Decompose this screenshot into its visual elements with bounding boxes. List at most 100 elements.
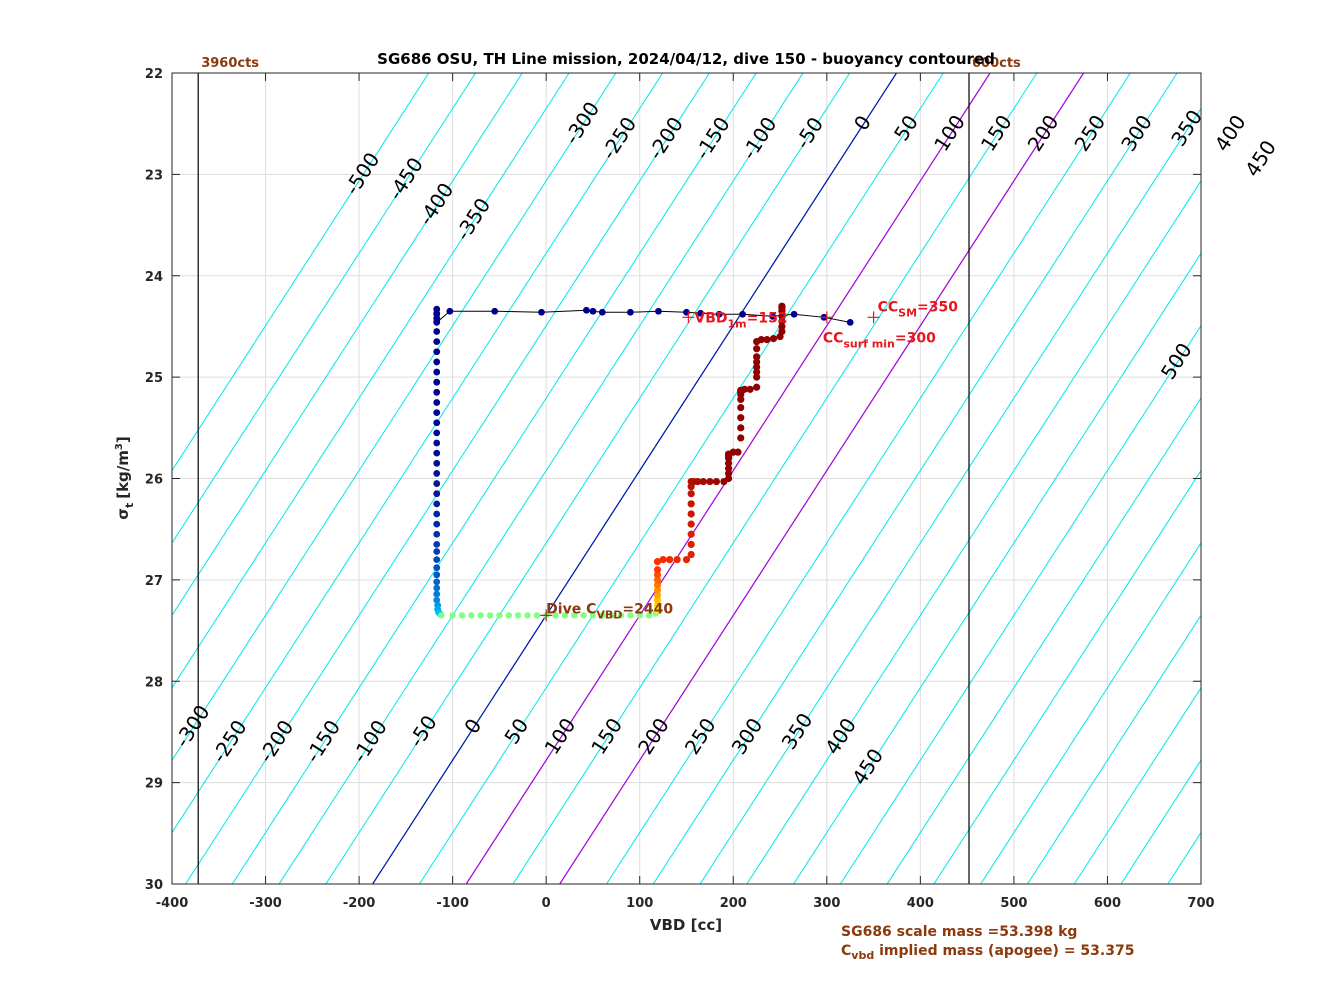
dive-point: [433, 571, 441, 579]
contour-line: [325, 73, 851, 884]
climb-point: [737, 395, 745, 404]
climb-point: [666, 556, 674, 564]
dive-point: [433, 348, 441, 356]
climb-point: [653, 591, 662, 599]
x-tick-label: -400: [156, 896, 189, 911]
surface-point: [769, 312, 776, 320]
contour-line: [980, 542, 1201, 884]
climb-point: [653, 586, 662, 594]
climb-point: [653, 576, 662, 584]
marker-label-main: Dive C: [546, 601, 596, 617]
x-tick-label: 700: [1187, 896, 1214, 911]
bottom-point: [449, 612, 456, 619]
climb-point: [753, 368, 761, 376]
contour-label: -500: [340, 148, 385, 199]
climb-point: [757, 336, 765, 344]
contour-label: 400: [820, 714, 861, 759]
dive-point: [433, 596, 441, 604]
dive-point: [433, 530, 441, 538]
climb-point: [653, 558, 662, 566]
climb-point: [778, 302, 786, 310]
contour-line: [699, 107, 1201, 884]
marker-label-main: CC: [823, 330, 844, 346]
bottom-point: [524, 612, 531, 619]
climb-point: [724, 459, 733, 467]
x-tick-label: 300: [813, 896, 840, 911]
y-tick-label: 29: [145, 777, 163, 792]
implied-mass-suffix: implied mass (apogee) = 53.375: [874, 943, 1134, 959]
bottom-point: [589, 612, 597, 619]
marker-label-main: CC: [878, 299, 899, 315]
contour-label: -250: [207, 716, 252, 767]
contour-line: [185, 73, 710, 884]
bottom-point: [636, 612, 643, 619]
climb-point: [753, 373, 761, 381]
contour-label: -450: [383, 153, 428, 204]
axis-ticks: -400 -300 -200 -100 0 100 200 300 400 500 600 70022…: [145, 67, 1215, 911]
marker-label: CCsurf min=300: [823, 330, 936, 350]
x-tick-label: -200: [343, 896, 376, 911]
contour-line: [512, 73, 1038, 884]
climb-point: [687, 540, 695, 548]
climb-point: [724, 474, 733, 483]
bottom-point: [505, 612, 512, 619]
contour-label: -400: [414, 178, 459, 229]
contour-line: [746, 179, 1201, 884]
y-tick-label: 27: [145, 574, 163, 589]
y-tick-label: 26: [145, 473, 163, 488]
climb-point: [753, 363, 761, 371]
chart-title: SG686 OSU, TH Line mission, 2024/04/12, …: [377, 50, 995, 68]
y-label-sub: t: [123, 503, 136, 508]
marker-label-value: =152: [747, 310, 788, 326]
marker-label: VBD1m=152: [694, 310, 787, 330]
surface-point: [538, 308, 545, 316]
x-tick-label: 600: [1094, 896, 1121, 911]
climb-point: [687, 520, 695, 528]
climb-point: [694, 477, 702, 486]
x-tick-label: 400: [907, 896, 934, 911]
bottom-point: [438, 612, 445, 619]
x-tick-label: 200: [720, 896, 747, 911]
climb-point: [753, 353, 761, 361]
dive-point: [433, 358, 441, 366]
vbd-limit-label: 3960cts: [201, 56, 259, 71]
dive-point: [433, 540, 441, 548]
contour-label: -300: [559, 97, 604, 148]
contour-labels: -500-450-400-350-300-250 -200 -150 -100 -50 0…: [170, 97, 1281, 789]
dive-point: [433, 500, 441, 508]
dive-point: [433, 429, 441, 437]
bottom-point: [514, 612, 522, 619]
contour-label: 0: [849, 111, 876, 135]
surface-point: [790, 310, 798, 318]
dive-point: [433, 556, 441, 563]
contour-line: [1215, 73, 1328, 884]
contour-label: 400: [1210, 110, 1251, 155]
surface-point: [589, 307, 597, 315]
dive-point: [433, 419, 441, 427]
dive-point: [433, 548, 441, 555]
contour-label: 200: [633, 714, 674, 759]
contour-label: -50: [404, 711, 442, 751]
contour-label: -150: [300, 716, 345, 767]
y-axis-label: σt [kg/m3]: [114, 436, 136, 519]
climb-point: [687, 510, 695, 518]
y-label-sigma: σ: [114, 508, 132, 520]
surface-point: [491, 307, 499, 315]
dive-point: [433, 310, 441, 318]
climb-point: [778, 317, 786, 325]
contour-label: -250: [596, 113, 641, 164]
contour-line: [419, 73, 944, 884]
data-series: [433, 302, 854, 619]
climb-point: [778, 322, 786, 331]
climb-point: [778, 312, 786, 320]
contour-label: 300: [1116, 110, 1157, 155]
implied-mass-note: Cvbd implied mass (apogee) = 53.375: [841, 943, 1134, 962]
climb-point: [653, 571, 662, 579]
contour-line: [793, 252, 1201, 884]
contour-label: 300: [727, 714, 768, 759]
climb-point: [687, 490, 695, 498]
y-tick-label: 22: [145, 67, 163, 82]
climb-point: [687, 550, 695, 559]
contour-line: [172, 73, 664, 834]
marker-label: CCSM=350: [878, 299, 959, 319]
